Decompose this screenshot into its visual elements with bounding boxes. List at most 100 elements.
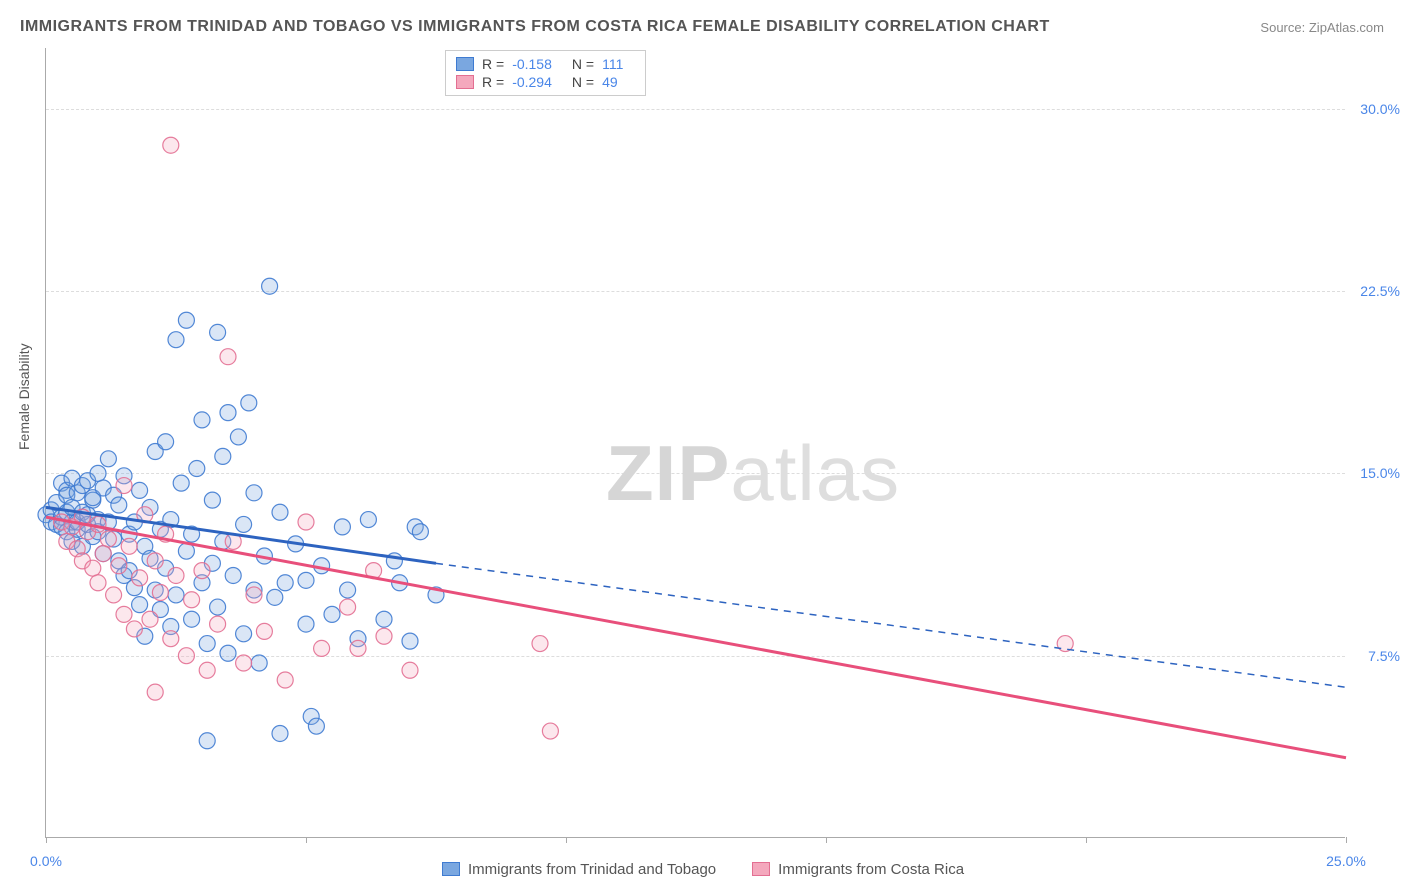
data-point-trinidad <box>210 599 226 615</box>
data-point-trinidad <box>277 575 293 591</box>
data-point-costarica <box>116 606 132 622</box>
data-point-trinidad <box>199 636 215 652</box>
data-point-trinidad <box>262 278 278 294</box>
data-point-trinidad <box>199 733 215 749</box>
source-site: ZipAtlas.com <box>1309 20 1384 35</box>
data-point-costarica <box>220 349 236 365</box>
plot-svg <box>46 48 1345 837</box>
x-tick <box>826 837 827 843</box>
data-point-trinidad <box>298 616 314 632</box>
data-point-trinidad <box>272 725 288 741</box>
data-point-trinidad <box>194 412 210 428</box>
data-point-costarica <box>376 628 392 644</box>
data-point-costarica <box>256 623 272 639</box>
data-point-costarica <box>210 616 226 632</box>
data-point-costarica <box>402 662 418 678</box>
legend-item-trinidad: Immigrants from Trinidad and Tobago <box>442 861 716 878</box>
data-point-costarica <box>532 636 548 652</box>
data-point-costarica <box>178 648 194 664</box>
data-point-trinidad <box>204 492 220 508</box>
r-value: -0.158 <box>512 56 552 72</box>
x-tick <box>46 837 47 843</box>
data-point-costarica <box>542 723 558 739</box>
y-tick-label: 15.0% <box>1360 465 1400 481</box>
chart-title: IMMIGRANTS FROM TRINIDAD AND TOBAGO VS I… <box>20 18 1050 36</box>
data-point-trinidad <box>90 465 106 481</box>
data-point-costarica <box>236 655 252 671</box>
data-point-trinidad <box>132 482 148 498</box>
data-point-trinidad <box>272 504 288 520</box>
data-point-trinidad <box>220 645 236 661</box>
data-point-trinidad <box>158 434 174 450</box>
legend-stat-row-costarica: R = -0.294 N = 49 <box>456 73 635 91</box>
data-point-trinidad <box>189 461 205 477</box>
data-point-trinidad <box>178 312 194 328</box>
data-point-costarica <box>132 570 148 586</box>
data-point-trinidad <box>132 597 148 613</box>
chart-plot-area: ZIPatlas 7.5%15.0%22.5%30.0%0.0%25.0% <box>45 48 1345 838</box>
data-point-trinidad <box>412 524 428 540</box>
series-legend: Immigrants from Trinidad and Tobago Immig… <box>0 861 1406 881</box>
data-point-trinidad <box>173 475 189 491</box>
data-point-costarica <box>106 587 122 603</box>
data-point-trinidad <box>100 451 116 467</box>
data-point-costarica <box>350 640 366 656</box>
data-point-trinidad <box>184 611 200 627</box>
data-point-trinidad <box>236 626 252 642</box>
data-point-costarica <box>126 621 142 637</box>
data-point-trinidad <box>246 485 262 501</box>
n-label: N = <box>572 74 594 90</box>
data-point-trinidad <box>236 516 252 532</box>
data-point-trinidad <box>168 332 184 348</box>
data-point-costarica <box>121 538 137 554</box>
data-point-costarica <box>163 631 179 647</box>
data-point-trinidad <box>220 405 236 421</box>
data-point-trinidad <box>267 589 283 605</box>
data-point-costarica <box>184 592 200 608</box>
data-point-trinidad <box>168 587 184 603</box>
source-label: Source: <box>1260 20 1305 35</box>
correlation-legend: R = -0.158N = 111R = -0.294N = 49 <box>445 50 646 96</box>
trendline-dashed-trinidad <box>436 563 1346 687</box>
data-point-costarica <box>90 575 106 591</box>
data-point-costarica <box>168 567 184 583</box>
data-point-costarica <box>194 563 210 579</box>
n-value: 49 <box>602 74 618 90</box>
y-tick-label: 30.0% <box>1360 101 1400 117</box>
data-point-costarica <box>298 514 314 530</box>
legend-series-name: Immigrants from Trinidad and Tobago <box>468 861 716 878</box>
data-point-costarica <box>340 599 356 615</box>
data-point-trinidad <box>210 324 226 340</box>
r-label: R = <box>482 56 504 72</box>
source-attribution: Source: ZipAtlas.com <box>1260 20 1384 35</box>
y-tick-label: 22.5% <box>1360 283 1400 299</box>
legend-stat-row-trinidad: R = -0.158N = 111 <box>456 55 635 73</box>
data-point-costarica <box>147 553 163 569</box>
data-point-costarica <box>142 611 158 627</box>
data-point-costarica <box>246 587 262 603</box>
data-point-trinidad <box>298 572 314 588</box>
data-point-trinidad <box>402 633 418 649</box>
data-point-costarica <box>152 584 168 600</box>
x-tick <box>566 837 567 843</box>
data-point-costarica <box>199 662 215 678</box>
data-point-costarica <box>314 640 330 656</box>
data-point-trinidad <box>360 512 376 528</box>
data-point-trinidad <box>230 429 246 445</box>
data-point-trinidad <box>225 567 241 583</box>
swatch-costarica-icon <box>456 75 474 89</box>
r-label: R = <box>482 74 504 90</box>
x-tick <box>306 837 307 843</box>
n-label: N = <box>572 56 594 72</box>
data-point-trinidad <box>334 519 350 535</box>
x-tick <box>1086 837 1087 843</box>
r-value: -0.294 <box>512 74 552 90</box>
data-point-costarica <box>116 478 132 494</box>
data-point-trinidad <box>241 395 257 411</box>
data-point-costarica <box>163 137 179 153</box>
swatch-trinidad-icon <box>456 57 474 71</box>
y-tick-label: 7.5% <box>1368 648 1400 664</box>
data-point-trinidad <box>376 611 392 627</box>
legend-item-costarica: Immigrants from Costa Rica <box>752 861 964 878</box>
data-point-costarica <box>100 531 116 547</box>
